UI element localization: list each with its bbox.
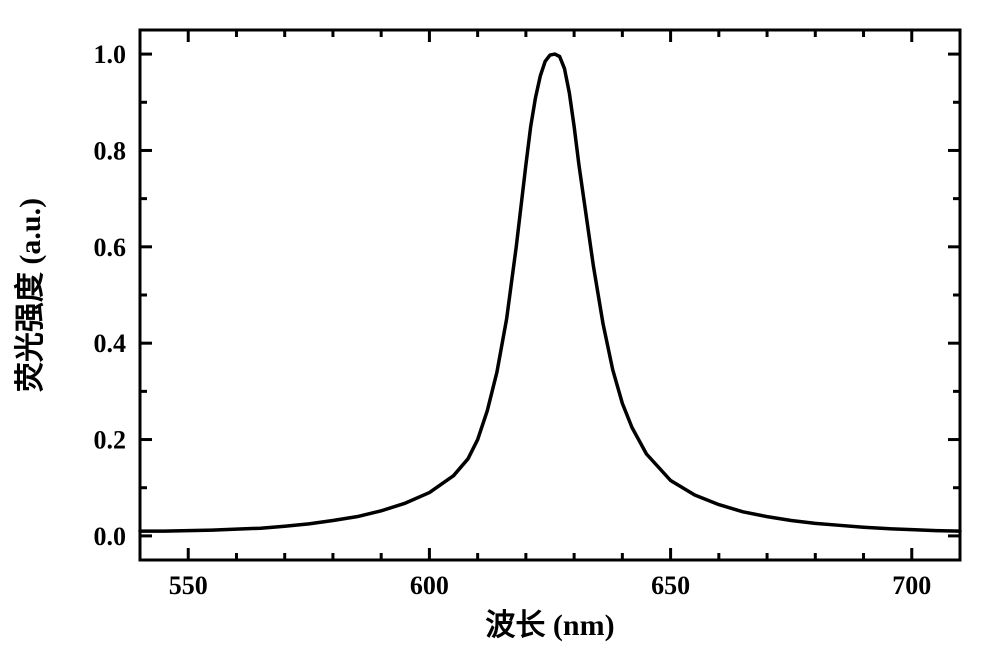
y-tick-label: 0.2 [94, 426, 127, 455]
x-tick-label: 550 [169, 571, 208, 600]
y-tick-label: 1.0 [94, 40, 127, 69]
x-tick-label: 650 [651, 571, 690, 600]
y-tick-label: 0.4 [94, 329, 127, 358]
y-tick-label: 0.6 [94, 233, 127, 262]
x-axis-label: 波长 (nm) [485, 609, 614, 642]
plot-frame [140, 30, 960, 560]
spectrum-line [140, 54, 960, 531]
y-tick-label: 0.8 [94, 136, 127, 165]
y-axis-label: 荧光强度 (a.u.) [14, 198, 47, 392]
x-tick-label: 700 [892, 571, 931, 600]
y-tick-label: 0.0 [94, 522, 127, 551]
spectrum-chart: 550 600 650 700 0.0 0.2 0.4 0.6 0.8 1.0 波长 (nm) 荧光强… [0, 0, 1000, 654]
chart-container: 550 600 650 700 0.0 0.2 0.4 0.6 0.8 1.0 波长 (nm) 荧光强… [0, 0, 1000, 654]
x-tick-label: 600 [410, 571, 449, 600]
